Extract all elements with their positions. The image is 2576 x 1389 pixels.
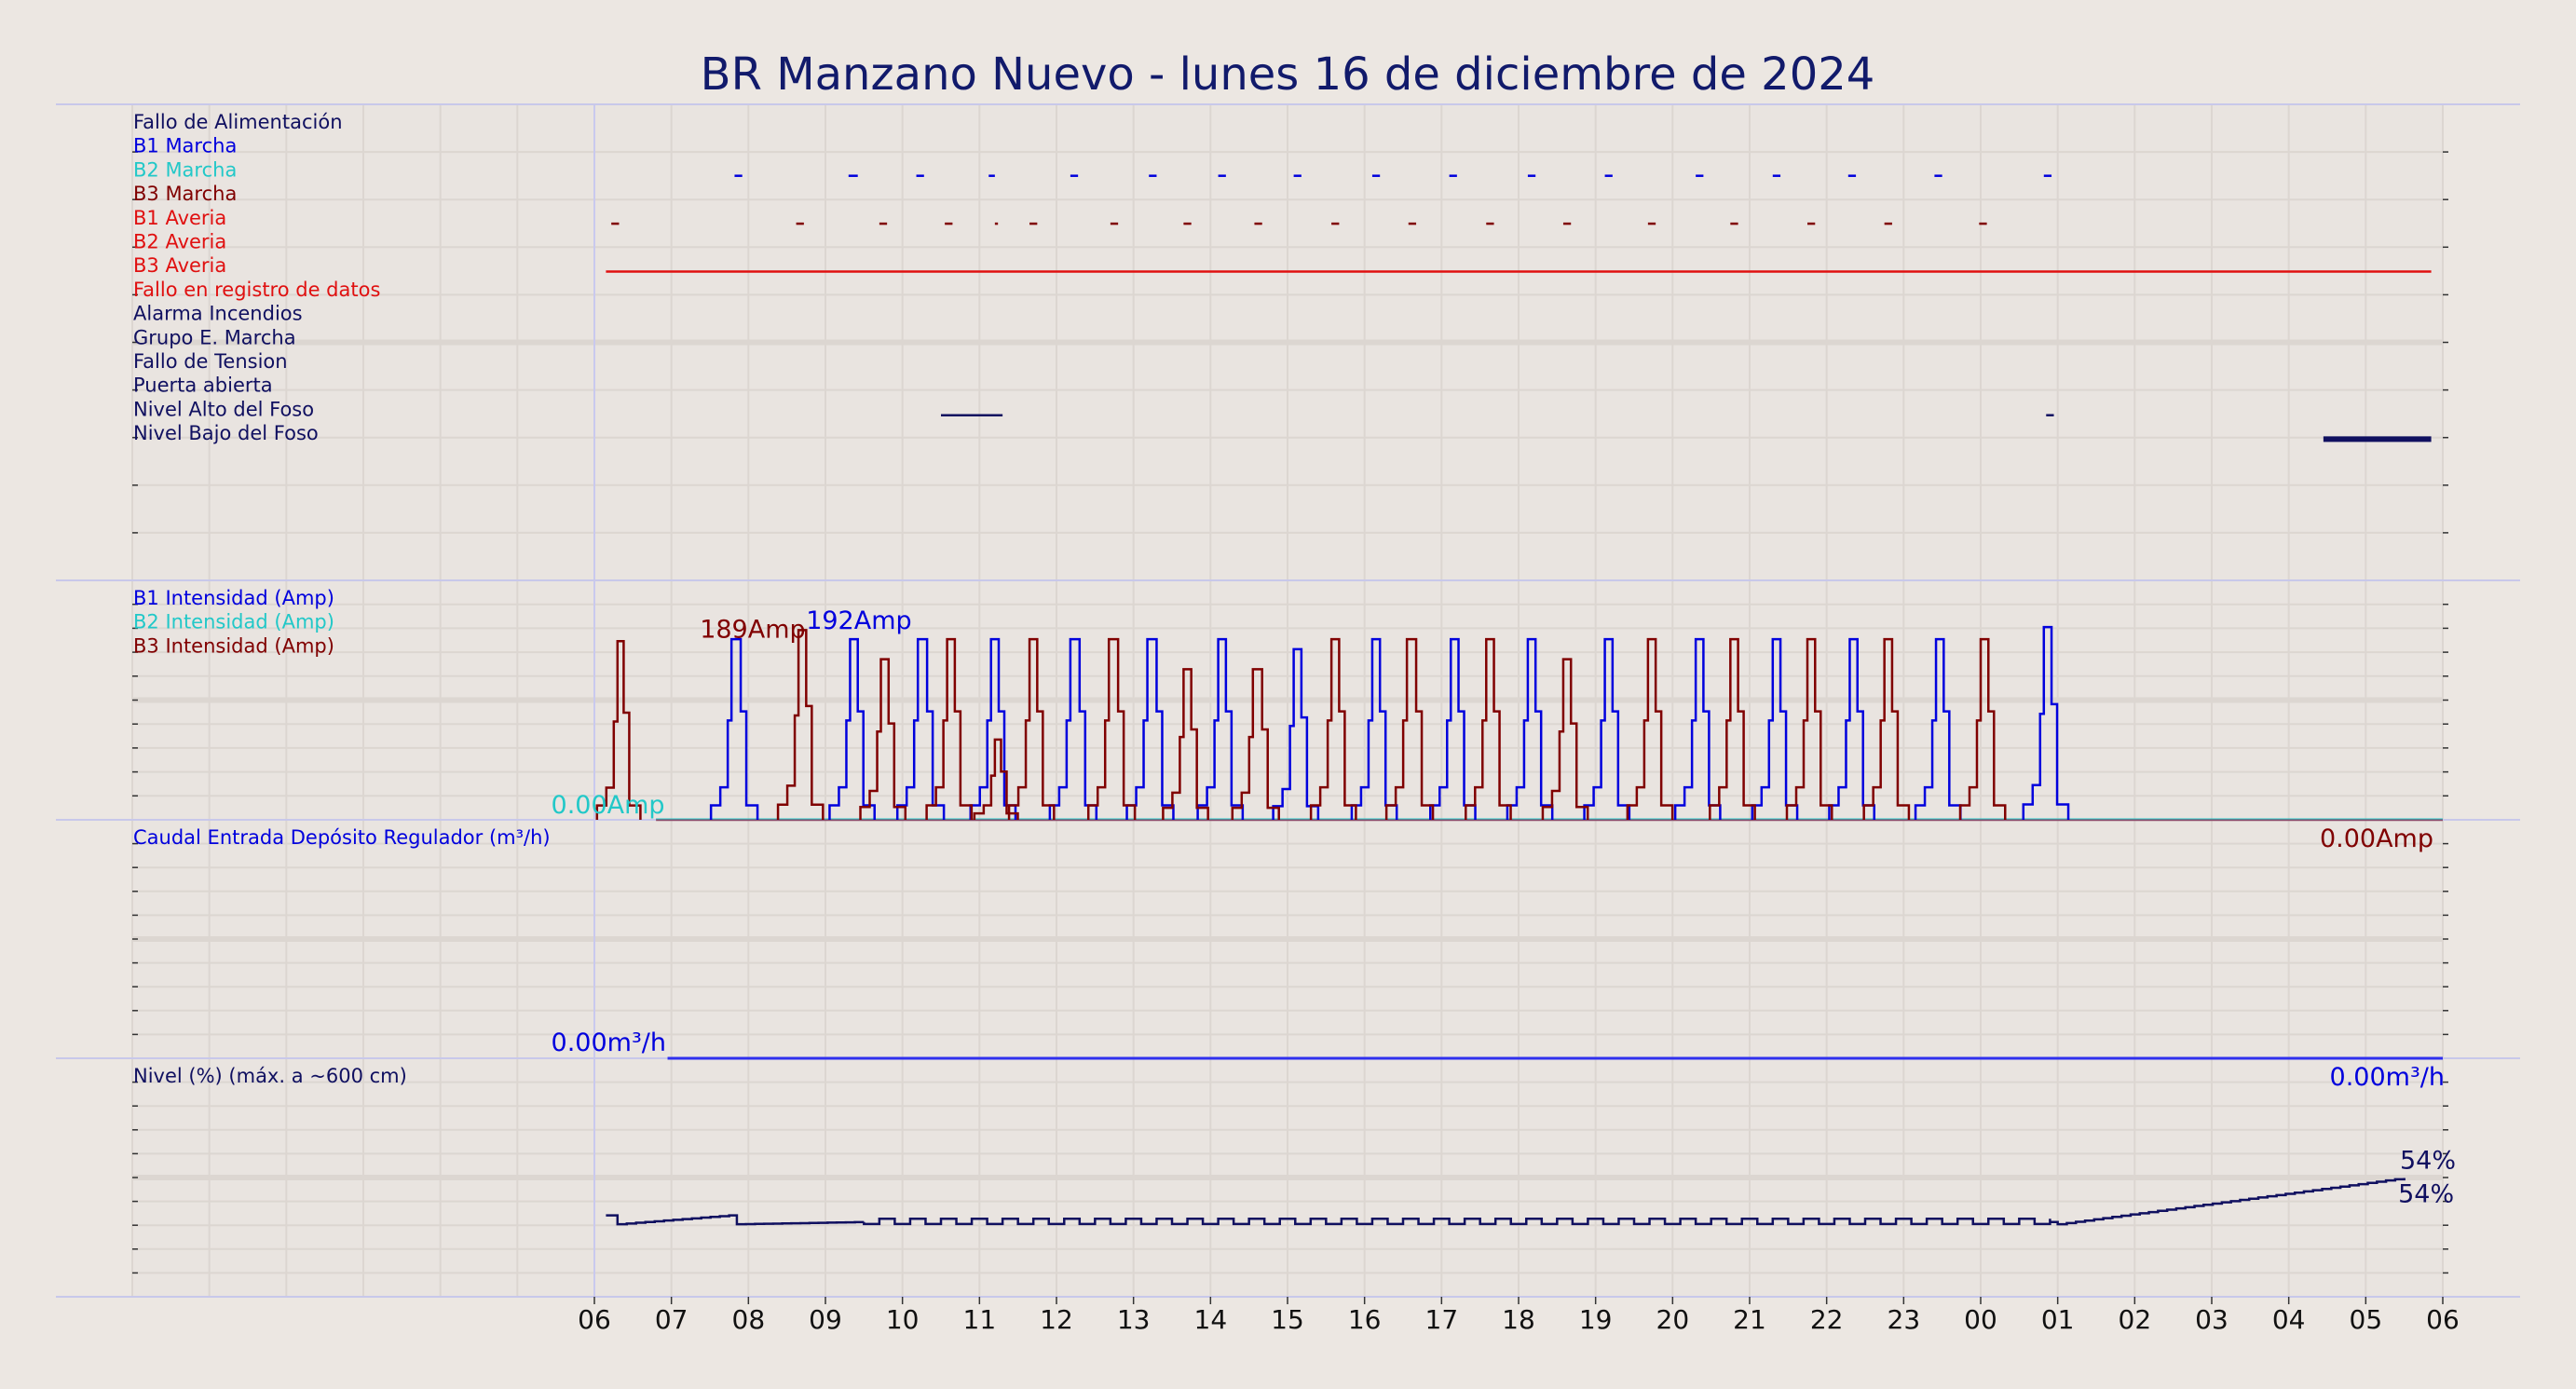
intensidad-pulse (1231, 668, 1280, 820)
x-tick-label: 09 (809, 1304, 842, 1335)
intensidad-pulse (1958, 637, 2007, 820)
intensidad-pulse (1673, 637, 1722, 820)
intensidad-pulse (1350, 637, 1398, 820)
x-tick-label: 18 (1502, 1304, 1535, 1335)
intensidad-annotation: 0.00Amp (552, 791, 665, 820)
intensidad-pulse (1196, 637, 1245, 820)
intensidad-label: B2 Intensidad (Amp) (133, 611, 334, 633)
intensidad-pulse (1309, 637, 1357, 820)
intensidad-annotation: 0.00Amp (2320, 824, 2433, 853)
signal-label: Puerta abierta (133, 374, 273, 397)
intensidad-pulse (1465, 637, 1512, 820)
intensidad-pulse (969, 637, 1017, 820)
signal-label: Fallo de Tension (133, 350, 288, 373)
intensidad-annotation: 192Amp (806, 606, 911, 635)
x-tick-label: 10 (886, 1304, 920, 1335)
intensidad-pulse (1828, 637, 1875, 820)
x-tick-label: 00 (1964, 1304, 1997, 1335)
signal-label: Nivel Alto del Foso (133, 398, 314, 420)
intensidad-pulse (709, 637, 759, 820)
x-tick-label: 04 (2272, 1304, 2306, 1335)
intensidad-label: B1 Intensidad (Amp) (133, 587, 334, 609)
x-tick-label: 02 (2119, 1304, 2152, 1335)
intensidad-pulse (895, 637, 946, 820)
x-tick-label: 05 (2350, 1304, 2383, 1335)
caudal-annotation: 0.00m³/h (552, 1028, 666, 1057)
signal-label: B1 Averia (133, 207, 226, 229)
x-tick-label: 06 (2426, 1304, 2460, 1335)
x-tick-label: 15 (1271, 1304, 1304, 1335)
x-tick-label: 19 (1579, 1304, 1613, 1335)
x-tick-label: 07 (655, 1304, 688, 1335)
intensidad-pulse (1583, 637, 1631, 820)
intensidad-pulse (595, 639, 642, 820)
x-tick-label: 12 (1040, 1304, 1073, 1335)
x-axis-ticks: 06 07 08 09 10 11 12 13 14 15 16 17 18 19 20 21 22 23 00 01… (578, 1297, 2460, 1335)
signal-label: Grupo E. Marcha (133, 326, 296, 348)
intensidad-pulse (1162, 668, 1209, 820)
signal-label: B2 Averia (133, 231, 226, 253)
intensidad-pulse (1384, 637, 1435, 820)
intensidad-pulse (1914, 637, 1962, 820)
intensidad-pulse (776, 629, 825, 820)
chart-title: BR Manzano Nuevo - lunes 16 de diciembre… (701, 48, 1875, 101)
signal-label: B1 Marcha (133, 135, 237, 157)
signal-label: Fallo en registro de datos (133, 279, 380, 301)
signal-label: B3 Averia (133, 254, 226, 277)
x-tick-label: 22 (1810, 1304, 1844, 1335)
gridlines (131, 104, 2448, 1297)
signal-label: B2 Marcha (133, 158, 237, 181)
intensidad-pulse (1086, 637, 1137, 820)
intensidad-pulse (1429, 637, 1477, 820)
intensidad-pulse (1048, 637, 1098, 820)
x-tick-label: 17 (1425, 1304, 1459, 1335)
intensidad-pulse (1626, 637, 1674, 820)
x-tick-label: 21 (1733, 1304, 1766, 1335)
intensidad-pulse (1541, 658, 1589, 820)
intensidad-pulse (1125, 637, 1175, 820)
intensidad-annotation: 189Amp (700, 615, 805, 644)
intensidad-label: B3 Intensidad (Amp) (133, 634, 334, 657)
intensidad-pulse (1272, 647, 1320, 820)
x-tick-label: 11 (963, 1304, 997, 1335)
intensidad-pulse (828, 637, 876, 820)
intensidad-pulse (973, 738, 1019, 820)
intensidad-pulse (1862, 637, 1911, 820)
intensidad-pulse (925, 637, 974, 820)
intensidad-pulse (1751, 637, 1799, 820)
x-tick-label: 13 (1117, 1304, 1151, 1335)
nivel-line (606, 1178, 2406, 1226)
x-tick-label: 14 (1194, 1304, 1228, 1335)
x-tick-label: 06 (578, 1304, 611, 1335)
x-tick-label: 23 (1888, 1304, 1921, 1335)
plot-series (595, 174, 2443, 1226)
intensidad-pulse (1506, 637, 1554, 820)
intensidad-pulse (1709, 637, 1756, 820)
x-tick-label: 20 (1656, 1304, 1690, 1335)
caudal-annotation: 0.00m³/h (2330, 1063, 2445, 1092)
signal-label: Fallo de Alimentación (133, 111, 343, 133)
x-tick-label: 01 (2041, 1304, 2075, 1335)
signal-label: Alarma Incendios (133, 303, 303, 325)
signal-label: Nivel Bajo del Foso (133, 422, 319, 444)
intensidad-pulse (859, 658, 907, 820)
signal-label: B3 Marcha (133, 183, 237, 205)
intensidad-pulse (1785, 637, 1833, 820)
intensidad-pulse (1007, 637, 1056, 820)
x-tick-label: 16 (1348, 1304, 1382, 1335)
x-tick-label: 03 (2195, 1304, 2228, 1335)
nivel-annotation: 54% (2400, 1147, 2456, 1176)
caudal-label: Caudal Entrada Depósito Regulador (m³/h) (133, 826, 551, 849)
x-tick-label: 08 (732, 1304, 766, 1335)
nivel-annotation: 54% (2398, 1180, 2454, 1209)
nivel-label: Nivel (%) (máx. a ~600 cm) (133, 1065, 407, 1087)
intensidad-pulse (2022, 625, 2070, 820)
